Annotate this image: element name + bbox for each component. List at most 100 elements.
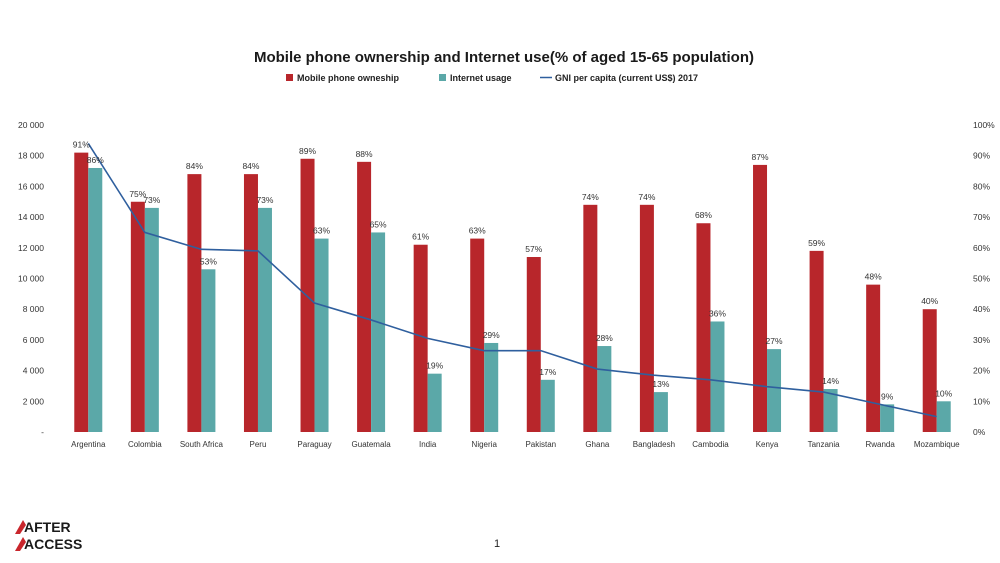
right-tick-label: 30% (973, 335, 990, 345)
right-tick-label: 80% (973, 181, 990, 191)
right-tick-label: 90% (973, 151, 990, 161)
left-tick-label: 12 000 (18, 243, 44, 253)
data-label: 19% (426, 361, 443, 371)
internet-bar-9 (597, 346, 612, 432)
internet-bar-12 (767, 349, 782, 432)
data-label: 40% (921, 296, 938, 306)
internet-bar-11 (710, 321, 725, 432)
logo-text-bottom: ACCESS (24, 536, 82, 552)
internet-bar-13 (823, 389, 838, 432)
data-label: 73% (256, 195, 273, 205)
mobile-bar-1 (130, 201, 145, 432)
category-label: Tanzania (808, 440, 841, 449)
data-label: 28% (596, 333, 613, 343)
category-label: Ghana (585, 440, 610, 449)
right-tick-label: 100% (973, 120, 995, 130)
right-tick-label: 0% (973, 427, 986, 437)
data-label: 53% (200, 256, 217, 266)
category-label: Nigeria (472, 440, 498, 449)
logo-text-top: AFTER (24, 519, 71, 535)
mobile-bar-12 (753, 164, 768, 432)
page-number: 1 (494, 538, 501, 550)
data-label: 88% (356, 149, 373, 159)
left-tick-label: 18 000 (18, 151, 44, 161)
category-label: Rwanda (865, 440, 895, 449)
left-tick-label: 16 000 (18, 181, 44, 191)
mobile-bar-7 (470, 238, 485, 432)
data-label: 48% (865, 272, 882, 282)
chart-title: Mobile phone ownership and Internet use(… (254, 49, 754, 66)
data-label: 91% (73, 140, 90, 150)
internet-bar-5 (371, 232, 386, 432)
left-tick-label: - (41, 427, 44, 437)
category-label: Bangladesh (633, 440, 675, 449)
data-label: 13% (652, 379, 669, 389)
data-label: 36% (709, 308, 726, 318)
internet-bar-2 (201, 269, 216, 432)
data-label: 65% (370, 219, 387, 229)
category-label: Argentina (71, 440, 106, 449)
category-label: Colombia (128, 440, 162, 449)
mobile-bar-11 (696, 223, 711, 432)
category-labels: Argentina Colombia South Africa Peru Paragua… (71, 440, 960, 449)
logo-mark-bottom (15, 537, 26, 551)
data-labels: 91%86%75%73%84%53%84%73%89%63%88%65%61%1… (73, 140, 953, 402)
data-label: 57% (525, 244, 542, 254)
data-label: 84% (186, 161, 203, 171)
data-label: 61% (412, 232, 429, 242)
left-tick-label: 2 000 (23, 396, 45, 406)
internet-bar-3 (257, 207, 272, 432)
legend-swatch-1 (439, 74, 446, 81)
data-label: 87% (752, 152, 769, 162)
data-label: 29% (483, 330, 500, 340)
right-tick-label: 70% (973, 212, 990, 222)
gni-line-path (87, 142, 937, 418)
data-label: 89% (299, 146, 316, 156)
legend-label-2: GNI per capita (current US$) 2017 (555, 73, 698, 83)
mobile-bar-0 (74, 152, 89, 432)
left-tick-label: 6 000 (23, 335, 45, 345)
data-label: 75% (129, 189, 146, 199)
data-label: 68% (695, 210, 712, 220)
data-label: 84% (242, 161, 259, 171)
mobile-bar-15 (922, 309, 937, 432)
data-label: 63% (469, 226, 486, 236)
category-label: Pakistan (525, 440, 556, 449)
mobile-bar-14 (866, 284, 881, 432)
data-label: 74% (638, 192, 655, 202)
after-access-logo: AFTER ACCESS (15, 519, 82, 552)
data-label: 73% (143, 195, 160, 205)
mobile-bar-3 (243, 174, 258, 432)
right-tick-label: 20% (973, 366, 990, 376)
left-tick-label: 8 000 (23, 304, 45, 314)
internet-bar-7 (484, 342, 499, 432)
data-label: 74% (582, 192, 599, 202)
mobile-bar-5 (357, 161, 372, 432)
data-label: 86% (87, 155, 104, 165)
left-tick-label: 10 000 (18, 274, 44, 284)
internet-bar-4 (314, 238, 329, 432)
data-label: 14% (822, 376, 839, 386)
right-tick-label: 40% (973, 304, 990, 314)
internet-bar-1 (144, 207, 159, 432)
left-tick-label: 20 000 (18, 120, 44, 130)
mobile-bar-2 (187, 174, 202, 432)
mobile-bar-9 (583, 204, 598, 432)
data-label: 9% (881, 391, 894, 401)
logo-mark-top (15, 520, 26, 534)
internet-bar-8 (540, 379, 555, 432)
data-label: 10% (935, 388, 952, 398)
category-label: Guatemala (352, 440, 392, 449)
data-label: 17% (539, 367, 556, 377)
right-axis: 0% 10% 20% 30% 40% 50% 60% 70% 80% 90% 100% (973, 120, 995, 437)
category-label: Kenya (756, 440, 779, 449)
internet-bar-14 (880, 404, 895, 432)
category-label: South Africa (180, 440, 224, 449)
mobile-bar-10 (639, 204, 654, 432)
category-label: Mozambique (914, 440, 960, 449)
left-tick-label: 4 000 (23, 366, 45, 376)
data-label: 63% (313, 226, 330, 236)
data-label: 27% (766, 336, 783, 346)
right-tick-label: 60% (973, 243, 990, 253)
